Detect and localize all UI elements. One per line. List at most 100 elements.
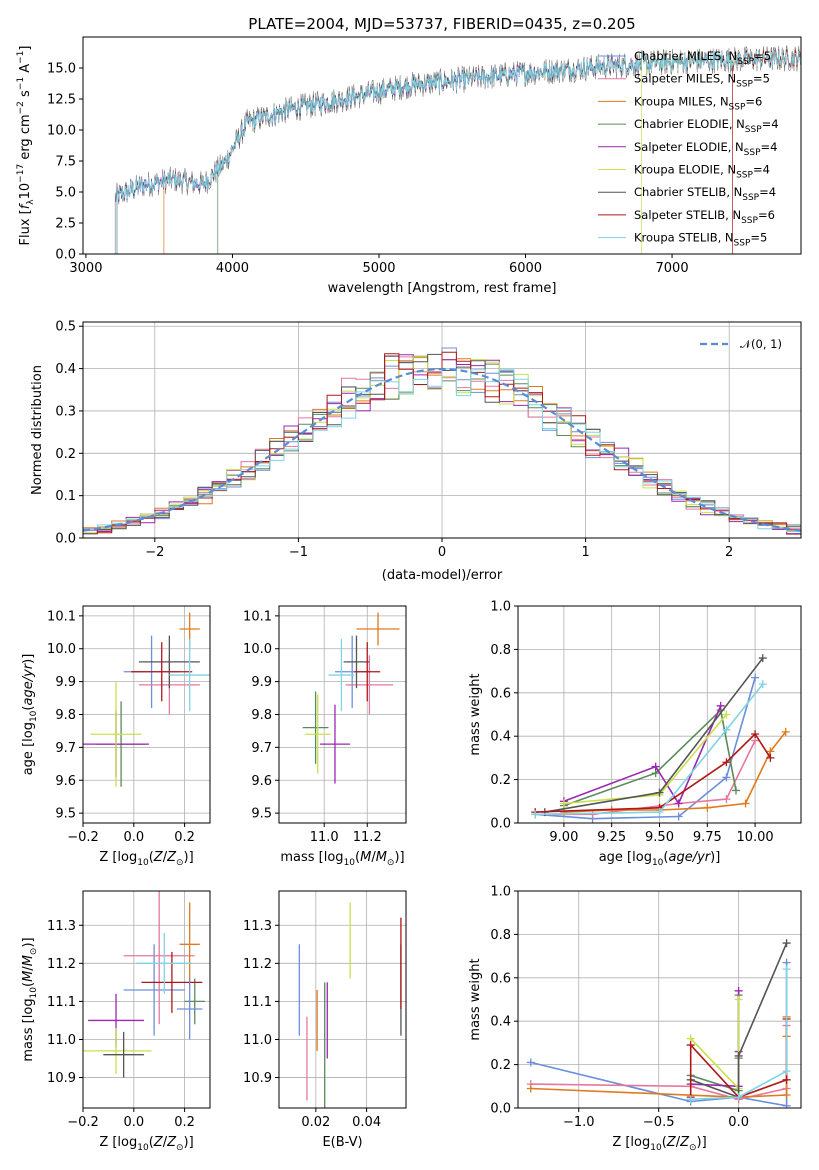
spectrum-xtick-label: 6000 xyxy=(509,261,542,276)
weight-vs-age-point xyxy=(588,810,597,819)
weight-vs-Z-ytick-label: 1.0 xyxy=(490,885,511,900)
mass-vs-EBV-ytick-label: 11.2 xyxy=(243,957,272,972)
weight-vs-Z-point xyxy=(782,1090,791,1099)
residuals-plot xyxy=(83,347,801,535)
age-vs-Z-ytick-label: 9.9 xyxy=(55,675,76,690)
weight-vs-Z-ytick-label: 0.2 xyxy=(490,1058,511,1073)
residuals-ylabel: Normed distribution xyxy=(30,365,45,495)
age-vs-Z-ytick-label: 9.8 xyxy=(55,708,76,723)
residuals-xtick-label: 1 xyxy=(581,545,589,560)
age-vs-Z-xlabel: Z [log10(Z/Z⊙)] xyxy=(99,850,193,868)
mass-vs-EBV-xtick-label: 0.04 xyxy=(352,1115,381,1130)
age-vs-mass-xlabel: mass [log10(M/M⊙)] xyxy=(280,850,404,868)
spectrum-ytick-label: 5.0 xyxy=(55,186,76,201)
weight-vs-age-point xyxy=(722,758,731,767)
weight-vs-age-point xyxy=(758,680,767,689)
legend-label-5: Salpeter ELODIE, NSSP=4 xyxy=(634,140,777,158)
residuals-ytick-label: 0.4 xyxy=(55,362,76,377)
spectrum-xlabel: wavelength [Angstrom, rest frame] xyxy=(328,281,557,296)
weight-vs-age-series-1 xyxy=(535,677,756,820)
weight-vs-age-point xyxy=(751,730,760,739)
residuals-xlabel: (data-model)/error xyxy=(382,568,503,583)
weight-vs-age-point xyxy=(722,773,731,782)
weight-vs-Z-ylabel: mass weight xyxy=(468,958,483,1040)
weight-vs-age-xlabel: age [log10(age/yr)] xyxy=(599,850,721,868)
mass-vs-Z-xtick-label: 0.0 xyxy=(123,1115,144,1130)
mass-vs-EBV-frame xyxy=(278,890,407,1109)
weight-vs-age-series-9 xyxy=(535,683,764,816)
mass-vs-EBV-plot xyxy=(298,902,402,1108)
weight-vs-Z-xtick-label: −0.5 xyxy=(643,1115,675,1130)
age-vs-Z-xtick-label: 0.0 xyxy=(123,830,144,845)
weight-vs-Z-xtick-label: −1.0 xyxy=(563,1115,595,1130)
weight-vs-age-xtick-label: 9.00 xyxy=(549,830,578,845)
gaussian-curve xyxy=(83,367,801,532)
weight-vs-Z-point xyxy=(782,1075,791,1084)
weight-vs-age-plot xyxy=(531,654,790,823)
spectrum-model-line-9 xyxy=(116,49,801,254)
mass-vs-Z-xtick-label: 0.2 xyxy=(174,1115,195,1130)
weight-vs-age-xtick-label: 9.50 xyxy=(645,830,674,845)
residuals-ytick-label: 0.5 xyxy=(55,320,76,335)
weight-vs-age-point xyxy=(655,808,664,817)
weight-vs-Z-point xyxy=(782,1101,791,1108)
age-vs-Z-ytick-label: 9.6 xyxy=(55,774,76,789)
mass-vs-Z-ytick-label: 10.9 xyxy=(47,1071,76,1086)
spectrum-ytick-label: 2.5 xyxy=(55,217,76,232)
weight-vs-age-point xyxy=(559,799,568,808)
weight-vs-age-point xyxy=(751,673,760,682)
spectrum-ylabel: Flux [fλ10−17 erg cm−2 s−1 A−1] xyxy=(16,46,36,246)
mass-vs-Z-ytick-label: 11.0 xyxy=(47,1033,76,1048)
weight-vs-Z-ytick-label: 0.8 xyxy=(490,928,511,943)
weight-vs-age-point xyxy=(531,810,540,819)
spectrum-ytick-label: 10.0 xyxy=(47,124,76,139)
mass-vs-Z-ytick-label: 11.2 xyxy=(47,957,76,972)
weight-vs-age-ytick-label: 0.6 xyxy=(490,686,511,701)
weight-vs-age-point xyxy=(766,753,775,762)
weight-vs-Z-xlabel: Z [log10(Z/Z⊙)] xyxy=(612,1135,706,1153)
age-vs-Z-ytick-label: 10.1 xyxy=(47,609,76,624)
spectrum-ytick-label: 7.5 xyxy=(55,155,76,170)
mass-vs-Z-frame xyxy=(82,890,211,1109)
legend-label-7: Chabrier STELIB, NSSP=4 xyxy=(634,185,776,203)
weight-vs-age-series-4 xyxy=(563,708,737,807)
weight-vs-age-ylabel: mass weight xyxy=(468,673,483,755)
weight-vs-age-point xyxy=(722,725,731,734)
weight-vs-Z-point xyxy=(686,1041,695,1050)
weight-vs-Z-series-9 xyxy=(690,969,788,1101)
legend-label-3: Kroupa MILES, NSSP=6 xyxy=(634,94,762,112)
mass-vs-EBV-ytick-label: 11.0 xyxy=(243,1033,272,1048)
residuals-xtick-label: 0 xyxy=(438,545,446,560)
age-vs-Z-ytick-label: 10.0 xyxy=(47,642,76,657)
weight-vs-age-ytick-label: 0.8 xyxy=(490,643,511,658)
weight-vs-age-point xyxy=(758,654,767,663)
residuals-xtick-label: −2 xyxy=(145,545,164,560)
gaussian-legend-label: 𝒩(0, 1) xyxy=(740,337,782,351)
age-vs-Z-xtick-label: −0.2 xyxy=(67,830,99,845)
residuals-ytick-label: 0.1 xyxy=(55,489,76,504)
residuals-ytick-label: 0.3 xyxy=(55,404,76,419)
spectrum-xtick-label: 5000 xyxy=(362,261,395,276)
mass-vs-Z-xtick-label: −0.2 xyxy=(67,1115,99,1130)
age-vs-mass-ytick-label: 9.8 xyxy=(251,708,272,723)
weight-vs-Z-ytick-label: 0.4 xyxy=(490,1015,511,1030)
mass-vs-Z-plot xyxy=(83,891,205,1078)
mass-vs-EBV-xtick-label: 0.02 xyxy=(301,1115,330,1130)
weight-vs-Z-point xyxy=(782,1067,791,1076)
spectrum-plot xyxy=(114,45,801,254)
legend-label-4: Chabrier ELODIE, NSSP=4 xyxy=(634,117,779,135)
weight-vs-Z-point xyxy=(686,1095,695,1104)
weight-vs-Z-point xyxy=(734,1093,743,1102)
age-vs-Z-plot xyxy=(83,612,210,787)
age-vs-mass-ytick-label: 10.1 xyxy=(243,609,272,624)
residuals-xtick-label: −1 xyxy=(289,545,308,560)
age-vs-mass-plot xyxy=(302,612,400,784)
weight-vs-age-ytick-label: 0.4 xyxy=(490,730,511,745)
spectrum-xtick-label: 4000 xyxy=(216,261,249,276)
age-vs-mass-ytick-label: 9.9 xyxy=(251,675,272,690)
weight-vs-Z-point xyxy=(782,965,791,974)
weight-vs-age-point xyxy=(722,795,731,804)
residuals-xtick-label: 2 xyxy=(725,545,733,560)
weight-vs-Z-point xyxy=(526,1058,535,1067)
